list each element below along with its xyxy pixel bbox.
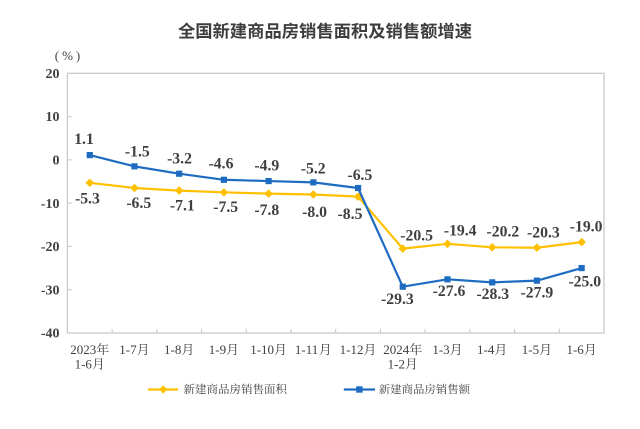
svg-text:1-6: 1-6 xyxy=(566,342,584,357)
svg-text:1-11: 1-11 xyxy=(295,342,318,357)
svg-text:-20.2: -20.2 xyxy=(487,224,520,241)
svg-text:-30: -30 xyxy=(41,283,60,298)
svg-text:-7.8: -7.8 xyxy=(254,202,279,219)
svg-text:1-9: 1-9 xyxy=(209,342,226,357)
svg-text:-27.6: -27.6 xyxy=(433,283,466,300)
svg-text:-8.5: -8.5 xyxy=(338,206,363,223)
svg-text:-4.9: -4.9 xyxy=(254,158,279,175)
svg-text:(%): (%) xyxy=(55,48,84,63)
svg-text:-25.0: -25.0 xyxy=(568,274,601,291)
svg-text:-20: -20 xyxy=(41,240,60,255)
svg-text:-28.3: -28.3 xyxy=(476,286,509,303)
svg-text:1-2: 1-2 xyxy=(388,357,405,372)
svg-text:-6.5: -6.5 xyxy=(126,195,151,212)
svg-text:-19.0: -19.0 xyxy=(570,219,603,236)
svg-text:2024: 2024 xyxy=(383,342,410,357)
svg-text:1-8: 1-8 xyxy=(164,342,181,357)
svg-text:-4.6: -4.6 xyxy=(209,156,234,173)
svg-text:-27.9: -27.9 xyxy=(521,284,554,301)
svg-text:10: 10 xyxy=(46,110,60,125)
svg-text:-19.4: -19.4 xyxy=(444,222,477,239)
svg-text:-3.2: -3.2 xyxy=(167,151,192,168)
svg-text:2023: 2023 xyxy=(70,342,96,357)
svg-text:1-5: 1-5 xyxy=(522,342,539,357)
svg-text:-20.3: -20.3 xyxy=(527,225,560,242)
svg-text:0: 0 xyxy=(53,153,60,168)
svg-text:-6.5: -6.5 xyxy=(347,167,372,184)
svg-text:1-6: 1-6 xyxy=(75,357,93,372)
svg-text:1-7: 1-7 xyxy=(119,342,137,357)
svg-text:-5.2: -5.2 xyxy=(301,160,326,177)
svg-text:-5.3: -5.3 xyxy=(75,191,100,208)
svg-text:-10: -10 xyxy=(41,197,60,212)
svg-text:-8.0: -8.0 xyxy=(302,204,327,221)
svg-text:-7.1: -7.1 xyxy=(170,198,195,215)
svg-text:20: 20 xyxy=(46,67,60,82)
svg-text:-7.5: -7.5 xyxy=(213,199,238,216)
svg-text:1-12: 1-12 xyxy=(340,342,364,357)
svg-text:1-3: 1-3 xyxy=(432,342,449,357)
svg-text:-1.5: -1.5 xyxy=(125,144,150,161)
svg-text:1-10: 1-10 xyxy=(250,342,274,357)
svg-text:-20.5: -20.5 xyxy=(400,228,433,245)
svg-text:-29.3: -29.3 xyxy=(381,291,414,308)
svg-text:1.1: 1.1 xyxy=(74,131,94,148)
svg-text:-40: -40 xyxy=(41,327,60,342)
svg-text:1-4: 1-4 xyxy=(477,342,495,357)
